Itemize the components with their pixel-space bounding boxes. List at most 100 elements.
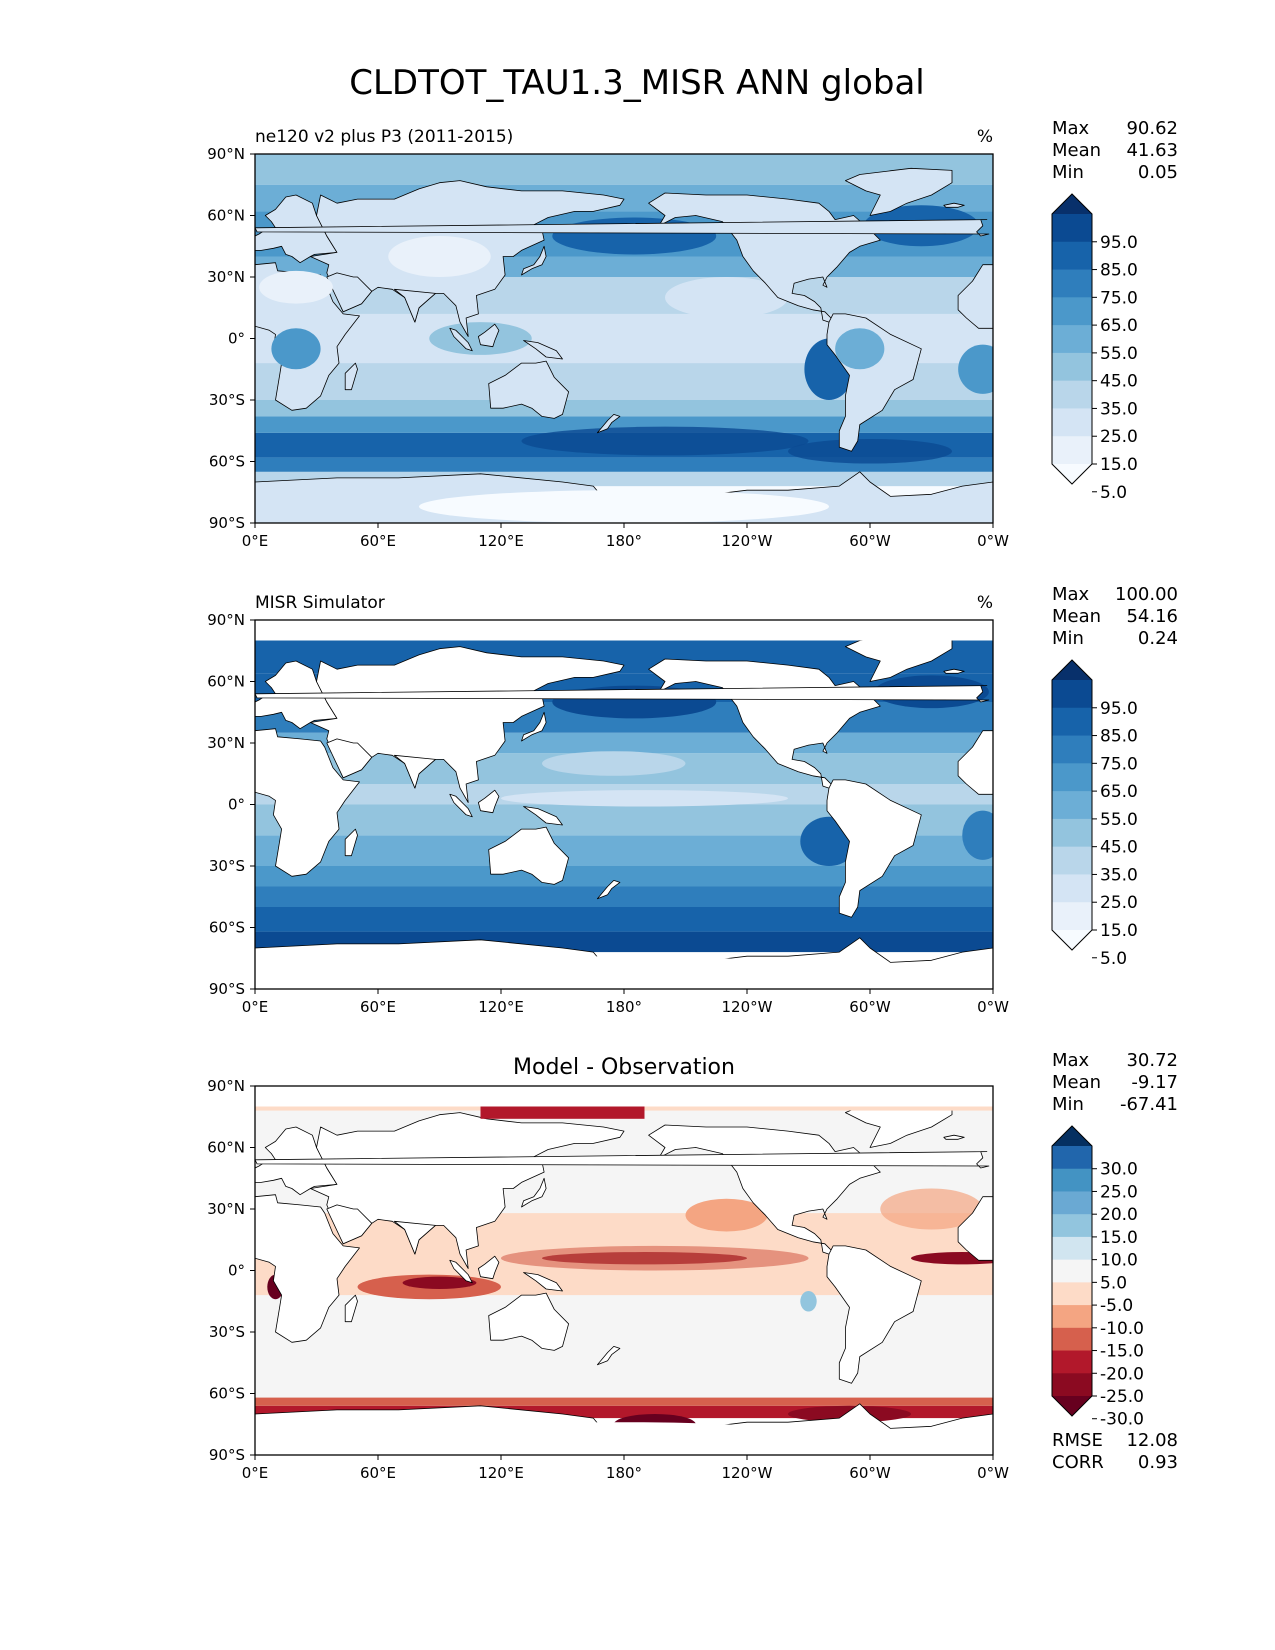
colorbar-segment xyxy=(1052,707,1092,737)
colorbar-segment xyxy=(1052,297,1092,326)
coastline-nz xyxy=(596,1345,621,1366)
colorbar-tick-label: -15.0 xyxy=(1100,1342,1144,1362)
stat-label: CORR xyxy=(1052,1452,1104,1473)
coastline-iceland xyxy=(943,668,965,674)
colorbar-tick-label: 15.0 xyxy=(1100,1228,1138,1248)
stat-label: Mean xyxy=(1052,140,1101,161)
colorbar-tick-label: -20.0 xyxy=(1100,1364,1144,1384)
colorbar-tick-label: 85.0 xyxy=(1100,727,1138,747)
lat-tick-label: 90°N xyxy=(207,611,245,629)
colorbar-segment xyxy=(1052,352,1092,382)
colorbar-tick-label: 95.0 xyxy=(1100,699,1138,719)
coastline-madagascar xyxy=(344,828,358,857)
coastline-iceland xyxy=(943,202,965,208)
colorbar-segment xyxy=(1052,1236,1092,1261)
coastline-india xyxy=(393,754,436,789)
colorbar-segment xyxy=(1052,791,1092,820)
panel-model: ne120 v2 plus P3 (2011-2015) % 90°N 60°N 3… xyxy=(207,127,1009,550)
coastline-africa xyxy=(255,1194,360,1343)
coastline-newGuinea xyxy=(523,340,563,360)
lat-tick-label: 60°S xyxy=(209,453,245,471)
stat-value: 100.00 xyxy=(1115,584,1178,605)
panel-difference: Model - Observation 90°N 60°N 30°N 0° 30°S 60… xyxy=(207,1055,1009,1482)
panel-title: ne120 v2 plus P3 (2011-2015) xyxy=(255,127,513,147)
lat-tick-label: 30°S xyxy=(209,391,245,409)
colorbar-tick-label: -30.0 xyxy=(1100,1410,1144,1430)
lon-tick-label: 120°W xyxy=(722,532,773,550)
colorbar-tick-label: 95.0 xyxy=(1100,233,1138,253)
coastline-borneo xyxy=(477,1255,500,1280)
stat-value: 0.93 xyxy=(1138,1452,1178,1473)
lat-tick-label: 90°N xyxy=(207,145,245,163)
colorbar-tick-label: 25.0 xyxy=(1100,427,1138,447)
stats-colorbar-difference: Max 30.72 Mean -9.17 Min -67.41 30.025.0 20.0 1… xyxy=(1051,1050,1178,1473)
coastline-australia xyxy=(488,826,570,885)
colorbar-segment xyxy=(1052,1373,1092,1397)
lat-tick-label: 30°N xyxy=(207,1200,245,1218)
coastline-westAfrica xyxy=(957,264,993,329)
colorbar: 95.0 85.0 75.0 65.0 55.0 45.0 35.0 25.0 15.0 5.0 xyxy=(1051,193,1138,503)
coastline-sumatra xyxy=(449,327,473,352)
coastline-borneo xyxy=(477,323,500,348)
lon-tick-label: 60°W xyxy=(849,1464,891,1482)
colorbar-tick-label: 30.0 xyxy=(1100,1160,1138,1180)
lon-tick-label: 60°W xyxy=(849,532,891,550)
lat-tick-label: 60°N xyxy=(207,673,245,691)
coastline-india xyxy=(393,288,436,323)
colorbar-tick-label: 5.0 xyxy=(1100,949,1127,969)
stat-value: 0.05 xyxy=(1138,162,1178,183)
stats-colorbar-model: Max 90.62 Mean 41.63 Min 0.05 95.0 85.0 75.0 65.… xyxy=(1051,118,1178,503)
coastline-southAmerica xyxy=(826,779,922,918)
colorbar-segment xyxy=(1052,1191,1092,1215)
coastline-nz xyxy=(596,413,621,434)
colorbar-segment xyxy=(1052,436,1092,465)
stat-label: Max xyxy=(1052,118,1090,139)
stat-label: Min xyxy=(1052,1094,1084,1115)
stat-value: 54.16 xyxy=(1126,606,1178,627)
stat-value: 12.08 xyxy=(1126,1430,1178,1451)
panel-title: Model - Observation xyxy=(513,1055,735,1080)
lat-tick-label: 90°S xyxy=(209,980,245,998)
stat-label: RMSE xyxy=(1052,1430,1103,1451)
lon-tick-label: 0°W xyxy=(977,998,1009,1016)
colorbar-tick-label: 15.0 xyxy=(1100,455,1138,475)
colorbar-tick-label: -25.0 xyxy=(1100,1387,1144,1407)
stat-label: Mean xyxy=(1052,606,1101,627)
lat-tick-label: 60°S xyxy=(209,919,245,937)
map-field xyxy=(255,1086,993,1455)
map-field xyxy=(255,620,993,989)
colorbar-tick-label: 35.0 xyxy=(1100,865,1138,885)
colorbar-segment xyxy=(1052,846,1092,875)
stat-label: Mean xyxy=(1052,1072,1101,1093)
lat-axis: 90°N 60°N 30°N 0° 30°S 60°S 90°S xyxy=(207,611,255,998)
colorbar-segment xyxy=(1052,325,1092,354)
colorbar-tick-label: 45.0 xyxy=(1100,838,1138,858)
coastline-uk xyxy=(255,685,990,703)
coastline-japan xyxy=(521,245,547,276)
lon-axis: 0°E 60°E 120°E 180° 120°W 60°W 0°W xyxy=(242,523,1009,550)
lat-tick-label: 30°N xyxy=(207,268,245,286)
coastline-india xyxy=(393,1220,436,1255)
colorbar-segment xyxy=(1052,735,1092,764)
lon-tick-label: 0°E xyxy=(242,998,269,1016)
stat-value: 0.24 xyxy=(1138,628,1178,649)
lon-tick-label: 120°E xyxy=(478,998,524,1016)
panel-observation: MISR Simulator % 90°N60°N30°N0°30°S60°S9… xyxy=(207,593,1009,1016)
lon-tick-label: 120°E xyxy=(478,532,524,550)
coastline-madagascar xyxy=(344,362,358,391)
colorbar-tick-label: 55.0 xyxy=(1100,344,1138,364)
coastline-arabia xyxy=(326,272,373,313)
stat-value: -67.41 xyxy=(1120,1094,1178,1115)
colorbar-segment xyxy=(1052,680,1092,709)
lat-axis: 90°N 60°N 30°N 0° 30°S 60°S 90°S xyxy=(207,1077,255,1464)
lon-tick-label: 0°W xyxy=(977,1464,1009,1482)
lat-tick-label: 60°S xyxy=(209,1385,245,1403)
coastline-sumatra xyxy=(449,793,473,818)
stat-label: Max xyxy=(1052,1050,1090,1071)
colorbar-tick-label: 20.0 xyxy=(1100,1205,1138,1225)
colorbar-segment xyxy=(1052,1146,1092,1170)
lat-tick-label: 60°N xyxy=(207,207,245,225)
lat-tick-label: 30°S xyxy=(209,1323,245,1341)
colorbar-segment xyxy=(1052,241,1092,271)
colorbar-extend-min xyxy=(1052,1396,1092,1416)
